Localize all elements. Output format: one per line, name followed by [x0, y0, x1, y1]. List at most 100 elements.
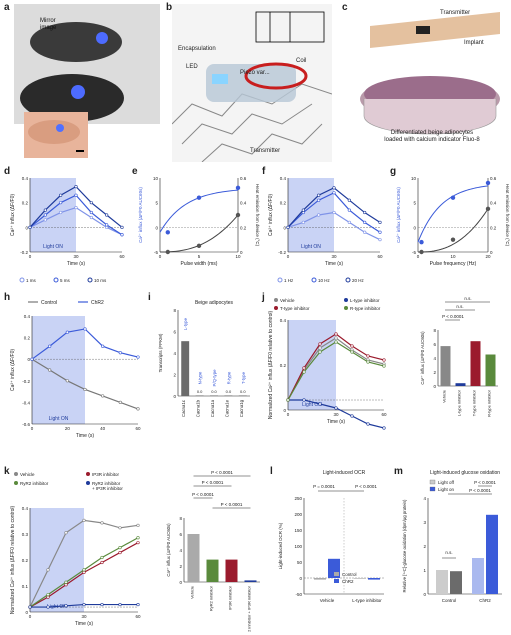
chart-ytick: 0.4 — [22, 506, 29, 511]
data-point — [74, 193, 78, 197]
bar — [224, 395, 233, 396]
data-point — [332, 210, 336, 215]
k-bar-label: IP3R inhibitor — [228, 585, 233, 610]
chart-xtick: 30 — [81, 614, 87, 619]
data-point — [363, 210, 367, 215]
data-point — [64, 604, 68, 608]
data-point — [120, 233, 124, 237]
k-bar — [206, 559, 219, 582]
chart-xtick: 60 — [381, 412, 387, 417]
data-point — [301, 208, 305, 212]
y-axis-label: Relative [¹⁴C]-glucose oxidation (dpm/μg… — [402, 499, 407, 592]
data-point — [318, 402, 322, 406]
chart-ytick: -0.6 — [22, 422, 30, 427]
light-on-shade — [30, 508, 84, 612]
data-point — [318, 342, 322, 346]
data-point — [28, 605, 32, 609]
chart-xtick: 30 — [331, 254, 337, 259]
data-point — [301, 220, 305, 225]
data-point — [118, 351, 122, 355]
k-bar-ytick: 2 — [179, 564, 182, 569]
data-point — [74, 185, 78, 189]
panel-label-m: m — [394, 466, 403, 477]
chart-ytick: -0.2 — [278, 250, 286, 255]
data-point — [118, 550, 122, 555]
data-point — [82, 568, 86, 572]
left-ytick: 5 — [413, 201, 416, 206]
label-led: LED — [186, 64, 198, 70]
label-coil: Coil — [296, 58, 307, 64]
data-point — [43, 218, 47, 222]
j-bar-label: L-type inhibitor — [457, 389, 462, 416]
bar — [195, 395, 204, 396]
panel-label-d: d — [4, 166, 11, 177]
y-axis-label: Ca²⁺ influx (ΔF/F0) — [268, 194, 274, 236]
data-point — [28, 225, 32, 229]
l-chart-ytick: 50 — [297, 560, 303, 565]
chart-xtick: 60 — [119, 254, 125, 259]
legend-marker — [14, 481, 18, 485]
label-implant: Implant — [464, 40, 484, 46]
data-point — [101, 394, 105, 398]
data-point — [136, 602, 140, 607]
left-ytick: -5 — [412, 250, 416, 255]
panel-label-b: b — [166, 2, 173, 13]
light-on-label: Light ON — [43, 244, 63, 250]
legend-label: RyR2 inhibitor — [92, 481, 121, 486]
heat-point — [235, 212, 241, 218]
label-dish: Differentiated beige adipocytes loaded w… — [384, 130, 480, 143]
legend-swatch — [334, 572, 339, 576]
l-bar — [368, 578, 380, 580]
right-ytick: 0 — [490, 250, 493, 255]
legend-marker — [14, 472, 18, 476]
data-point — [318, 346, 322, 350]
heat-point — [419, 249, 424, 255]
legend-label: 10 ms — [94, 278, 107, 283]
bar-category-label: Cacna1a — [210, 399, 215, 417]
legend-label: Vehicle — [20, 472, 35, 477]
group-label: L-type inhibitor — [352, 598, 382, 603]
data-point — [317, 193, 321, 197]
bar-value-label: 0.0 — [197, 389, 203, 394]
chart-ytick: -0.2 — [20, 250, 28, 255]
legend-marker — [311, 277, 317, 283]
x-axis-label: Time (s) — [76, 433, 94, 439]
chart-ytick: 0 — [25, 225, 28, 230]
data-point — [378, 220, 382, 225]
data-point — [286, 225, 290, 229]
left-ytick: -5 — [154, 250, 158, 255]
y-axis-label: Normalized Ca²⁺ influx (ΔF/F0 relative t… — [10, 506, 16, 615]
data-point — [318, 350, 322, 354]
data-point — [347, 198, 351, 202]
data-point — [89, 210, 93, 215]
legend-marker — [277, 277, 283, 283]
j-bar-label: T-type inhibitor — [472, 389, 477, 416]
chart-ytick: 0 — [27, 357, 30, 362]
heat-point — [165, 249, 170, 255]
legend-label: ChR2 — [342, 579, 354, 584]
data-point — [378, 230, 382, 234]
panel-label-k: k — [4, 466, 10, 477]
bar-y-label: Transcripts (FPKM) — [158, 333, 163, 372]
legend-marker — [274, 298, 278, 302]
data-point — [347, 208, 351, 212]
chart-l: Light-induced OCR Vehicle L-type inhibitor… — [278, 470, 384, 603]
data-point — [334, 336, 338, 340]
y-axis-label: Light-induced OCR (%) — [278, 522, 283, 569]
data-point — [366, 360, 370, 364]
k-bar — [187, 534, 200, 582]
bar-value-label: 0.0 — [240, 389, 246, 394]
right-ytick: 0.6 — [240, 176, 247, 181]
data-point — [82, 518, 86, 522]
data-point — [317, 198, 321, 202]
chart-title: Light-induced OCR — [323, 470, 366, 476]
legend-marker — [274, 306, 278, 310]
bar-category-label: Cacna1g — [239, 399, 244, 417]
label-transmitter-b: Transmitter — [250, 148, 281, 154]
legend-label: + IP3R inhibitor — [92, 486, 123, 491]
data-point — [302, 366, 306, 370]
legend-label: Control — [41, 300, 57, 306]
